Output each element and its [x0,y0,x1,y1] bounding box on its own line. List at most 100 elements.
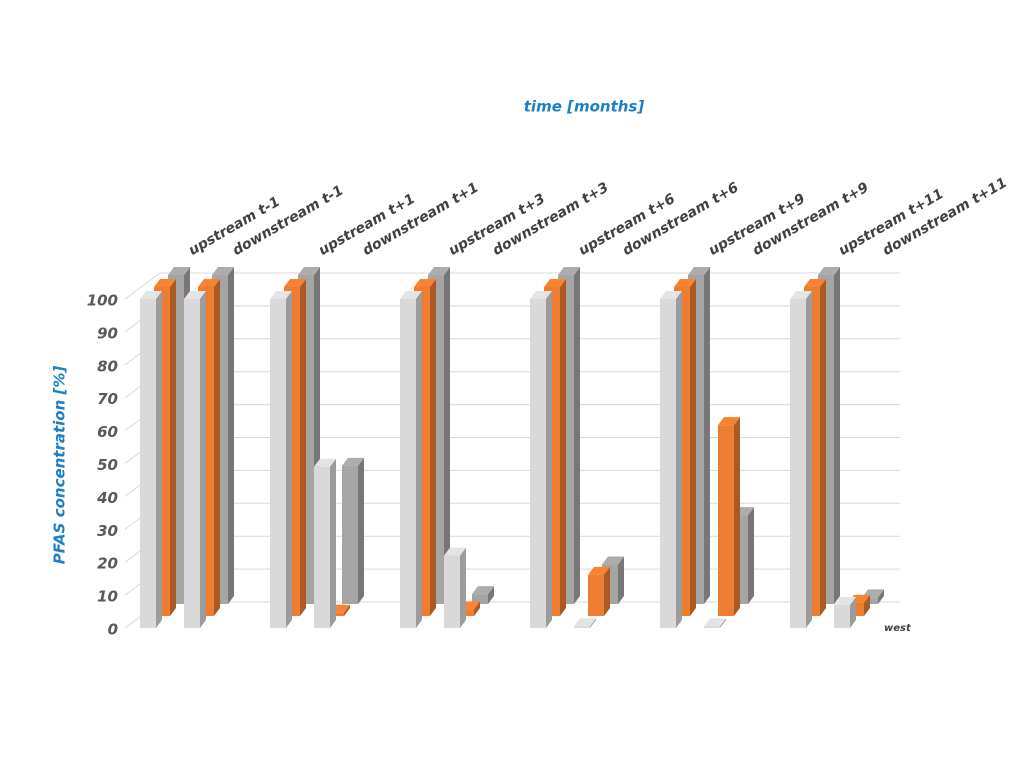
bar-top [284,279,306,287]
bar [342,457,364,604]
grid-line [124,404,900,432]
bar-side [850,596,856,628]
bar-top [314,458,336,467]
bar [472,586,494,604]
bar-side [864,594,870,616]
bar-front [790,299,806,628]
bar-side [546,291,552,628]
bar-side [834,267,840,604]
bar-front [718,425,734,616]
bar-side [444,267,450,604]
y-tick-label: 60 [97,423,118,441]
bar-top [184,291,206,299]
bar-side [560,279,566,616]
bar [588,566,610,616]
bar-front [314,466,330,628]
bar-side [704,267,710,604]
bar-side [734,417,740,616]
bar-top [718,417,740,426]
bar-top [342,457,364,466]
bar-front [270,299,286,628]
bar-front [530,299,546,628]
bar-top [704,618,726,627]
y-tick-label: 20 [97,555,118,573]
bar-top [688,267,710,275]
bar-front [472,594,488,604]
bar-top [198,279,220,287]
bar-side [748,507,754,604]
bar-top [140,291,162,299]
grid-line [124,305,900,333]
bar-side [170,279,176,616]
y-axis-title: PFAS concentration [%] [51,366,69,565]
bar-front [588,574,604,616]
bar-front [834,604,850,628]
bar [704,618,726,628]
bar [184,291,206,628]
bar-side [300,279,306,616]
legend-label: west [884,623,912,634]
y-tick-label: 50 [97,456,118,474]
bar [314,458,336,628]
bar [790,291,812,628]
bar [718,417,740,616]
bar-side [358,457,364,604]
bar-side [878,589,884,604]
bar-top [660,291,682,299]
bar-top [154,279,176,287]
bar-side [590,618,596,628]
bar-front [574,626,590,628]
bar-side [416,291,422,628]
bar-side [690,279,696,616]
grid-line [124,437,900,464]
bar [444,547,466,628]
bar-top [834,596,856,605]
bar [270,291,292,628]
bar-top [414,279,436,287]
y-tick-label: 90 [97,324,118,342]
bar-top [270,291,292,299]
y-tick-label: 0 [108,621,118,639]
bar-front [660,299,676,628]
bar-top [558,267,580,275]
grid-line [124,371,900,399]
bar-side [214,279,220,616]
bar-side [574,267,580,604]
bar-top [298,267,320,275]
bar [400,291,422,628]
bar-side [604,566,610,616]
y-tick-label: 80 [97,357,118,375]
bar-top [602,556,624,565]
bar [660,291,682,628]
chart-title: time [months] [524,98,645,116]
bar-side [460,547,466,628]
bar-top [804,279,826,287]
bar-side [156,291,162,628]
bar-top [588,566,610,575]
bar-top [400,291,422,299]
y-tick-label: 10 [97,588,118,606]
bar-front [400,299,416,628]
bar-top [790,291,812,299]
grid-line [124,568,900,596]
bar-top [472,586,494,595]
grid-line [124,502,900,530]
bar-top [168,267,190,275]
grid-line [124,469,900,497]
bar [140,291,162,628]
grid-line [124,535,900,563]
bar-side [618,556,624,604]
bar-top [574,618,596,627]
bar-front [704,626,720,628]
grid-line [124,601,900,629]
bar [834,596,856,628]
bar-top [428,267,450,275]
bar-top [444,547,466,556]
bar-side [488,586,494,604]
bar-side [806,291,812,628]
bar-top [530,291,552,299]
bar-side [200,291,206,628]
bar-side [820,279,826,616]
grid-line [124,272,900,300]
